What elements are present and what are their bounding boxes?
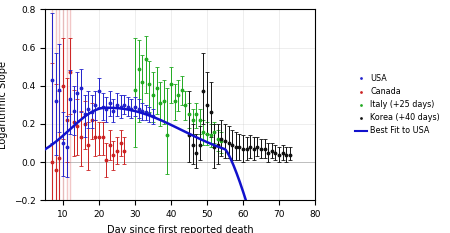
X-axis label: Day since first reported death: Day since first reported death — [107, 225, 253, 233]
Legend: USA, Canada, Italy (+25 days), Korea (+40 days), Best Fit to USA: USA, Canada, Italy (+25 days), Korea (+4… — [353, 73, 441, 137]
Y-axis label: Logarithmic Slope: Logarithmic Slope — [0, 61, 8, 149]
